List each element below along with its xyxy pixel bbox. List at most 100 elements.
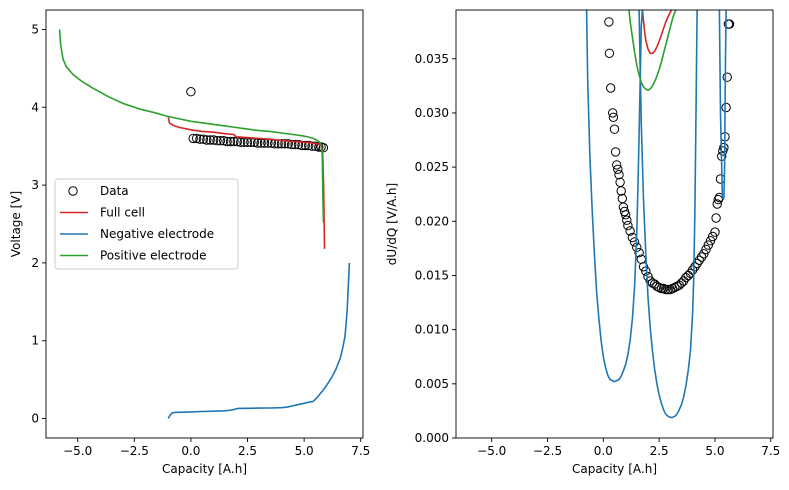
series-line-negative-electrode [167, 262, 351, 419]
x-tick-label: 7.5 [761, 444, 780, 458]
data-point [652, 281, 662, 291]
legend-label-full-cell: Full cell [100, 206, 145, 220]
y-axis-label: Voltage [V] [9, 191, 23, 257]
y-axis-label: dU/dQ [V/A.h] [385, 183, 399, 265]
legend-label-positive-electrode: Positive electrode [100, 249, 207, 263]
x-tick-label: 5.0 [705, 444, 724, 458]
x-tick-label: 5.0 [295, 444, 314, 458]
data-point [191, 133, 202, 144]
data-point [696, 252, 707, 262]
series-line-positive-electrode [58, 29, 325, 223]
data-point [195, 134, 205, 144]
dudq-chart: −5.0 −2.5 0.0 2.5 5.0 7.5 0.000 0.005 0.010 0.015… [385, 9, 780, 476]
data-point [721, 102, 731, 113]
data-point [622, 215, 632, 225]
y-tick-label: 0.025 [415, 160, 449, 174]
data-point [604, 48, 615, 58]
axes-frame [45, 9, 364, 439]
data-point [643, 271, 653, 282]
data-point [297, 140, 307, 151]
x-tick-label: 2.5 [650, 444, 669, 458]
legend-box [54, 178, 239, 270]
series-line-positive-electrode [628, 10, 677, 91]
data-point [318, 143, 329, 153]
data-point [612, 160, 622, 170]
data-point [215, 136, 226, 146]
data-point [290, 139, 300, 150]
y-tick-label: 0.005 [415, 377, 449, 391]
x-tick-label: 2.5 [238, 444, 257, 458]
data-point [222, 136, 232, 147]
data-point [661, 284, 671, 295]
data-point [708, 231, 718, 242]
data-point [701, 244, 711, 255]
data-point [186, 87, 196, 97]
data-point [229, 136, 239, 147]
data-point [629, 237, 640, 247]
y-tick-label: 5 [31, 22, 39, 36]
data-point [719, 142, 729, 153]
data-point [722, 72, 732, 82]
data-point [606, 83, 616, 93]
data-point [293, 139, 304, 150]
data-point [705, 236, 716, 246]
data-point [205, 135, 215, 145]
data-point [690, 262, 700, 272]
data-point [683, 270, 693, 281]
y-tick-label: 2 [31, 256, 39, 270]
y-tick-label: 0.035 [415, 52, 449, 66]
x-tick-label: 0.0 [594, 444, 613, 458]
x-tick-label: −5.0 [63, 444, 92, 458]
data-point [663, 284, 673, 295]
x-axis-label: Capacity [A.h] [162, 462, 247, 476]
axes-frame [455, 9, 774, 439]
voltage-chart: −5.0 −2.5 0.0 2.5 5.0 7.5 0 1 2 3 4 5 Capacity [A.h]… [9, 9, 370, 476]
y-tick-label: 0 [31, 412, 39, 426]
data-point [658, 283, 669, 294]
data-point [656, 283, 667, 294]
data-point [212, 136, 222, 146]
x-tick-label: −2.5 [533, 444, 562, 458]
data-point [300, 140, 310, 151]
data-point [621, 210, 631, 220]
data-point [694, 255, 704, 265]
data-point [699, 249, 709, 259]
data-point [280, 139, 290, 149]
data-point [307, 141, 317, 151]
legend-label-data: Data [100, 184, 129, 198]
y-tick-label: 0.000 [415, 431, 449, 445]
y-tick-label: 0.020 [415, 214, 449, 228]
data-point [276, 139, 287, 149]
x-tick-label: −2.5 [120, 444, 149, 458]
legend: Data Full cell Negative electrode Positive … [54, 178, 239, 270]
data-point [625, 226, 635, 236]
data-point [616, 186, 626, 196]
plot-area [58, 29, 351, 419]
data-point [615, 177, 625, 188]
data-point [225, 136, 236, 147]
data-point [715, 174, 726, 184]
data-point [638, 262, 649, 272]
y-tick-label: 0.010 [415, 323, 449, 337]
x-axis-label: Capacity [A.h] [572, 462, 657, 476]
series-line-negative-electrode-middle [638, 10, 698, 419]
x-tick-label: 7.5 [351, 444, 370, 458]
data-point [283, 139, 293, 149]
data-point [608, 112, 619, 123]
data-point [670, 282, 680, 293]
data-point [287, 139, 297, 150]
data-point [613, 164, 623, 175]
data-point [614, 170, 624, 180]
data-point [304, 140, 314, 151]
legend-marker-data [68, 186, 78, 196]
data-point [703, 240, 713, 250]
data-point [654, 282, 664, 293]
data-point [208, 135, 219, 145]
data-point [604, 17, 614, 27]
data-point [713, 194, 723, 205]
y-tick-label: 4 [31, 100, 39, 114]
data-point [610, 147, 621, 157]
data-point [608, 108, 618, 118]
data-point [219, 136, 229, 146]
legend-label-negative-electrode: Negative electrode [100, 227, 214, 241]
